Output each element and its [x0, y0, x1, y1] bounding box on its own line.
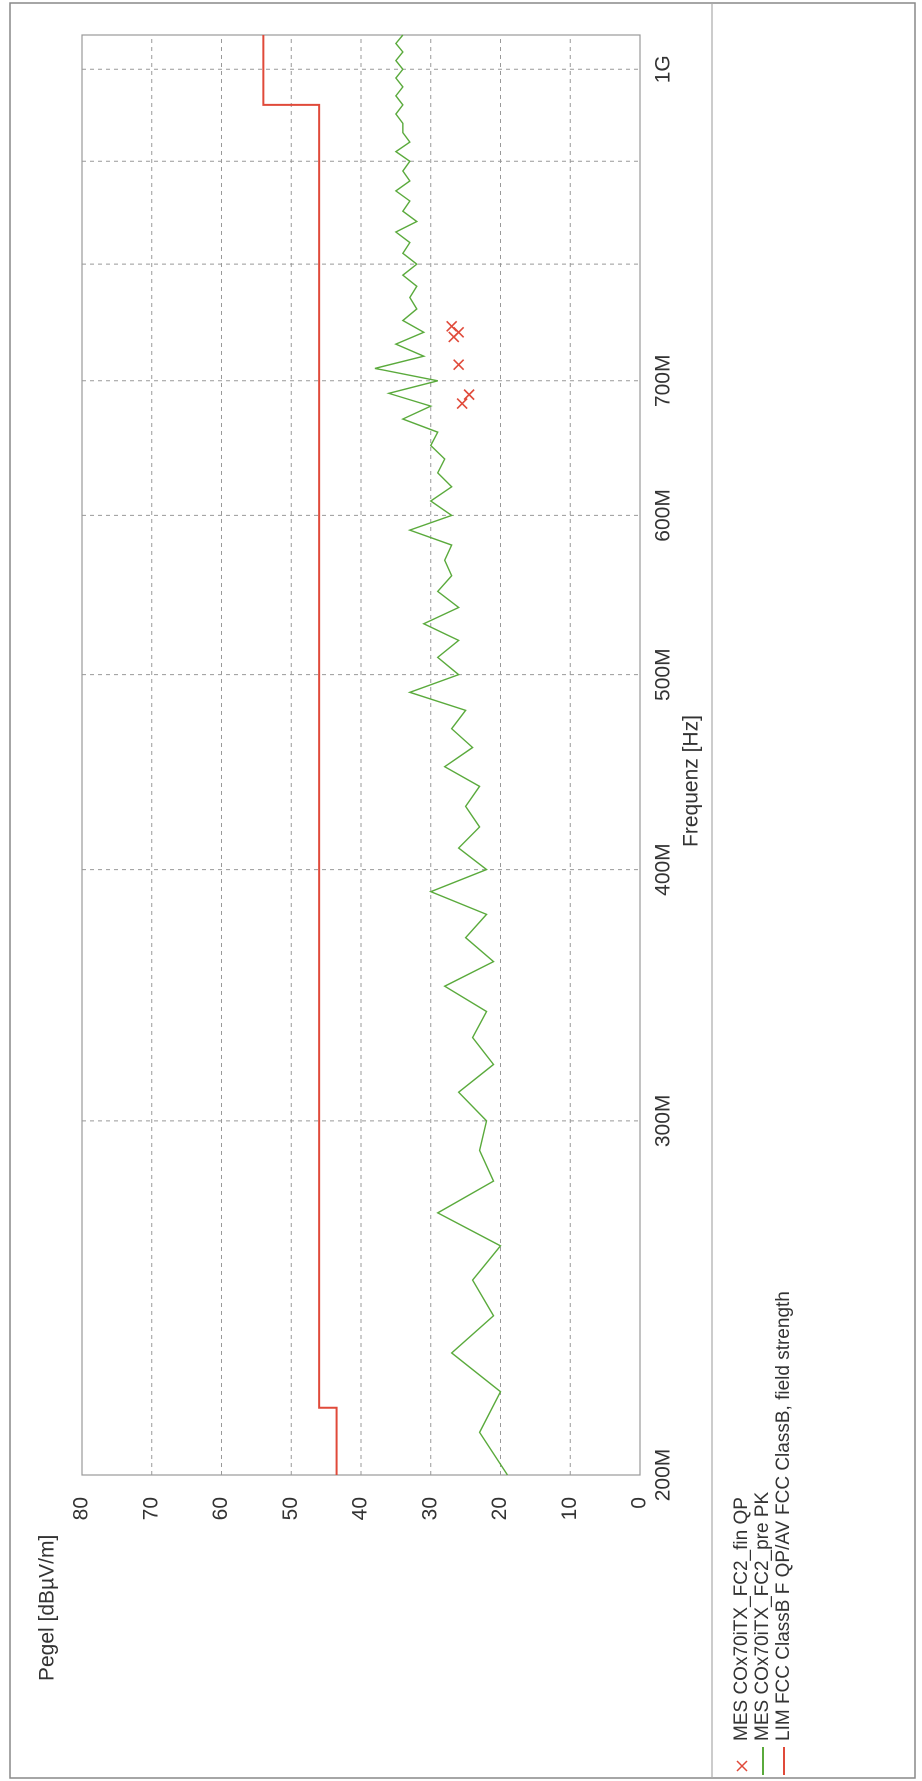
- y-tick-label: 10: [558, 1497, 581, 1520]
- legend-description: FCC ClassB, field strength: [773, 1291, 794, 1515]
- marker: [463, 389, 475, 401]
- legend-label: MES COx70iTX_FC2_fin QP: [731, 1497, 752, 1741]
- marker: [446, 320, 458, 332]
- x-tick-label: 400M: [652, 843, 675, 896]
- y-tick-label: 20: [488, 1497, 511, 1520]
- legend-label: MES COx70iTX_FC2_pre PK: [752, 1491, 773, 1741]
- y-tick-label: 50: [279, 1497, 302, 1520]
- series-line: [374, 34, 509, 1476]
- x-tick-label: 700M: [652, 355, 675, 408]
- x-tick-label: 200M: [652, 1449, 675, 1502]
- x-axis-label: Frequenz [Hz]: [680, 715, 703, 847]
- y-tick-label: 40: [349, 1497, 372, 1520]
- x-tick-label: 600M: [652, 489, 675, 542]
- y-tick-label: 60: [209, 1497, 232, 1520]
- x-tick-label: 300M: [652, 1095, 675, 1148]
- x-tick-label: 500M: [652, 648, 675, 701]
- y-tick-label: 70: [139, 1497, 162, 1520]
- frame: [9, 2, 916, 1779]
- marker: [453, 359, 465, 371]
- x-tick-label: 1G: [652, 55, 675, 83]
- legend-label: LIM FCC ClassB F QP/AV: [773, 1520, 794, 1741]
- y-tick-label: 0: [628, 1497, 651, 1509]
- chart-body: Pegel [dBµV/m] Frequenz [Hz] 0 10 20 30 40 50…: [9, 2, 916, 1779]
- marker: [456, 397, 468, 410]
- y-tick-label: 80: [70, 1497, 93, 1520]
- y-tick-label: 30: [418, 1497, 441, 1520]
- y-axis-label: Pegel [dBµV/m]: [36, 1535, 59, 1681]
- legend-marker: [736, 1760, 748, 1772]
- series-line: [262, 35, 338, 1475]
